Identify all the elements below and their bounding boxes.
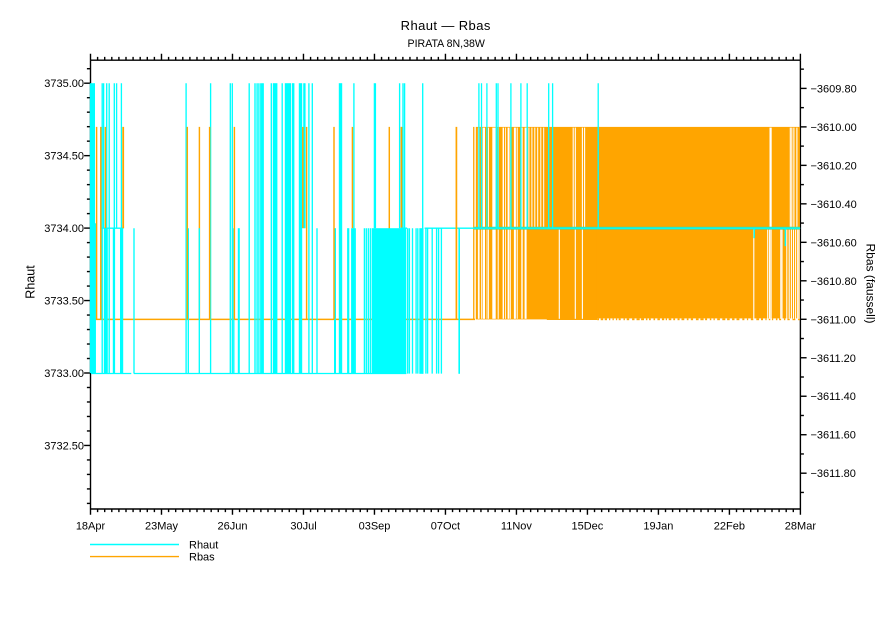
- svg-text:3734.00: 3734.00: [44, 223, 84, 235]
- svg-text:23May: 23May: [145, 521, 179, 533]
- svg-text:−3610.40: −3610.40: [811, 199, 857, 211]
- svg-text:18Apr: 18Apr: [76, 521, 106, 533]
- svg-text:−3610.00: −3610.00: [811, 122, 857, 134]
- svg-text:−3611.20: −3611.20: [811, 353, 856, 365]
- svg-text:30Jul: 30Jul: [290, 521, 316, 533]
- svg-text:PIRATA 8N,38W: PIRATA 8N,38W: [408, 38, 485, 50]
- svg-text:15Dec: 15Dec: [572, 521, 604, 533]
- svg-text:26Jun: 26Jun: [218, 521, 248, 533]
- svg-text:3733.50: 3733.50: [44, 296, 84, 308]
- svg-text:3735.00: 3735.00: [44, 78, 84, 90]
- svg-text:19Jan: 19Jan: [643, 521, 673, 533]
- svg-text:3734.50: 3734.50: [44, 151, 84, 163]
- svg-text:Rhaut: Rhaut: [189, 540, 218, 552]
- svg-text:−3610.60: −3610.60: [811, 237, 857, 249]
- svg-text:07Oct: 07Oct: [431, 521, 460, 533]
- svg-text:−3611.00: −3611.00: [811, 314, 856, 326]
- svg-text:−3610.80: −3610.80: [811, 276, 857, 288]
- svg-text:3732.50: 3732.50: [44, 440, 84, 452]
- svg-text:Rbas: Rbas: [189, 552, 215, 564]
- svg-text:−3609.80: −3609.80: [811, 83, 857, 95]
- svg-text:22Feb: 22Feb: [714, 521, 745, 533]
- svg-text:3733.00: 3733.00: [44, 368, 84, 380]
- svg-text:Rhaut — Rbas: Rhaut — Rbas: [401, 18, 491, 33]
- svg-text:−3611.80: −3611.80: [811, 468, 856, 480]
- svg-text:Rhaut: Rhaut: [24, 265, 38, 299]
- svg-text:−3611.60: −3611.60: [811, 430, 856, 442]
- svg-text:Rbas (faussell): Rbas (faussell): [864, 243, 878, 323]
- svg-text:−3611.40: −3611.40: [811, 391, 856, 403]
- svg-text:03Sep: 03Sep: [359, 521, 391, 533]
- svg-text:−3610.20: −3610.20: [811, 160, 857, 172]
- svg-text:28Mar: 28Mar: [785, 521, 817, 533]
- svg-text:11Nov: 11Nov: [501, 521, 532, 533]
